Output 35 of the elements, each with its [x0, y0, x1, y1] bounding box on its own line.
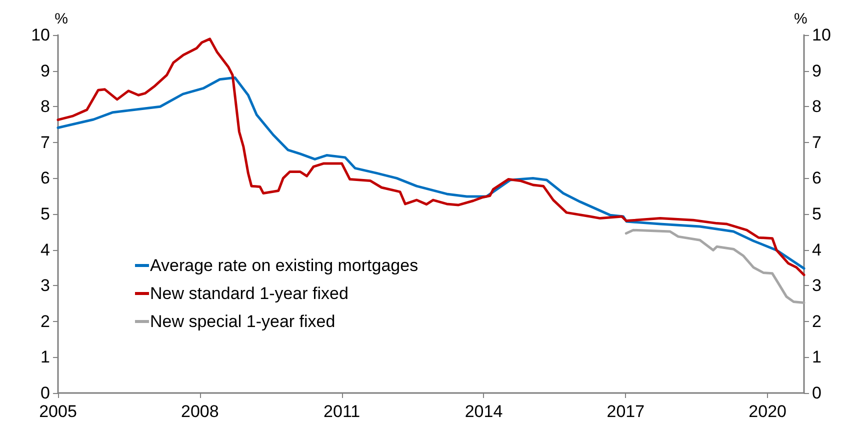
y2-tick-label: 2 — [812, 312, 822, 331]
y2-tick-label: 4 — [812, 240, 822, 260]
y2-tick-label: 0 — [812, 384, 822, 402]
legend-label: New special 1-year fixed — [150, 312, 336, 331]
x-tick-label: 2020 — [748, 402, 786, 421]
y2-tick-label: 9 — [812, 61, 822, 80]
legend-label: Average rate on existing mortgages — [150, 256, 418, 275]
y-tick-label: 8 — [40, 97, 50, 116]
y-tick-label: 9 — [40, 61, 50, 80]
y-tick-label: 4 — [40, 240, 50, 260]
y-tick-label: 2 — [40, 312, 50, 331]
y-tick-label: 1 — [40, 348, 50, 367]
x-tick-label: 2005 — [39, 402, 77, 421]
y2-tick-label: 8 — [812, 97, 822, 116]
y2-axis-title: % — [794, 10, 808, 28]
y-tick-label: 5 — [40, 204, 50, 224]
line-series — [56, 38, 806, 276]
x-tick-label: 2017 — [606, 402, 645, 421]
y-tick-label: 10 — [31, 26, 50, 44]
y-axis-title: % — [54, 10, 68, 28]
x-tick-label: 2008 — [181, 402, 219, 421]
y-tick-label: 0 — [40, 384, 50, 402]
y2-tick-label: 1 — [812, 348, 822, 367]
y2-tick-label: 7 — [812, 132, 822, 152]
y2-tick-label: 3 — [812, 276, 822, 296]
y-tick-label: 3 — [40, 276, 50, 296]
x-tick-label: 2011 — [324, 402, 360, 421]
y2-tick-label: 6 — [812, 168, 822, 188]
line-series — [624, 228, 806, 304]
y2-tick-label: 5 — [812, 204, 822, 224]
x-tick-label: 2014 — [464, 402, 503, 421]
y-tick-label: 7 — [40, 132, 50, 152]
legend-label: New standard 1-year fixed — [150, 284, 348, 303]
y2-tick-label: 10 — [812, 26, 831, 44]
y-tick-label: 6 — [40, 168, 50, 188]
